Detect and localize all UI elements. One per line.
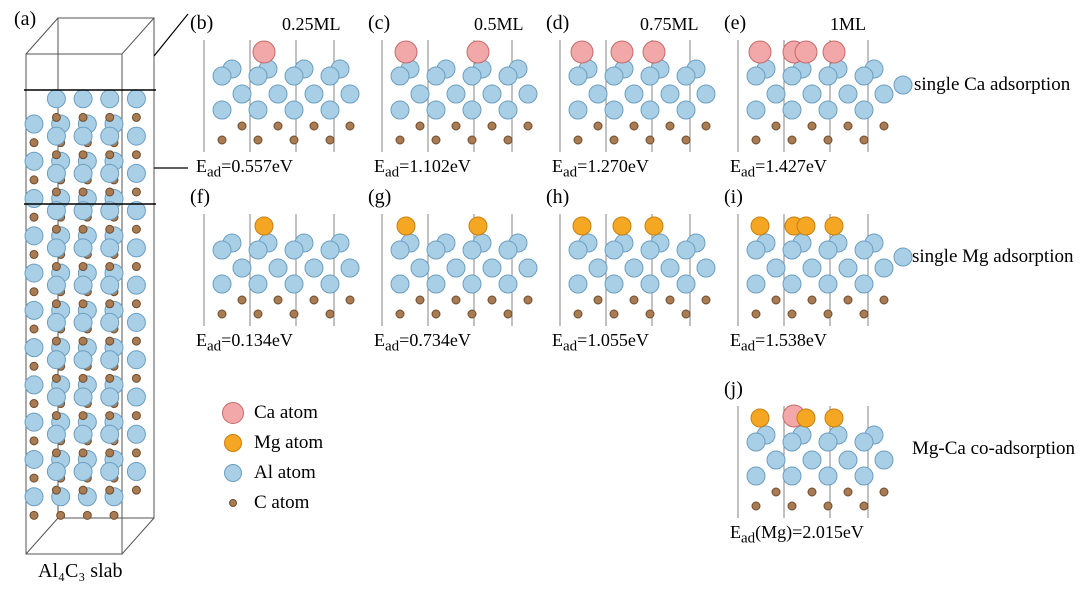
panel-c-svg: [364, 18, 542, 178]
legend-text-c: C atom: [254, 492, 309, 514]
legend-text-ca: Ca atom: [254, 402, 318, 424]
panel-e-ead: Ead=1.427eV: [730, 156, 827, 182]
panel-e-svg: [720, 18, 898, 178]
panel-j-ead: Ead(Mg)=2.015eV: [730, 522, 864, 548]
panel-j-svg: [720, 384, 898, 544]
legend-swatch-al: [220, 464, 246, 482]
panel-i-ead: Ead=1.538eV: [730, 330, 827, 356]
legend-row-al: Al atom: [220, 458, 323, 488]
legend: Ca atom Mg atom Al atom C atom: [220, 398, 323, 518]
panel-h-ead: Ead=1.055eV: [552, 330, 649, 356]
panel-g-svg: [364, 192, 542, 352]
legend-row-mg: Mg atom: [220, 428, 323, 458]
panel-d-svg: [542, 18, 720, 178]
panel-h-svg: [542, 192, 720, 352]
panel-b-svg: [186, 18, 364, 178]
legend-text-al: Al atom: [254, 462, 316, 484]
legend-row-c: C atom: [220, 488, 323, 518]
legend-swatch-c: [220, 499, 246, 507]
panel-c-ead: Ead=1.102eV: [374, 156, 471, 182]
legend-swatch-mg: [220, 434, 246, 452]
legend-text-mg: Mg atom: [254, 432, 323, 454]
legend-row-ca: Ca atom: [220, 398, 323, 428]
panel-f-ead: Ead=0.134eV: [196, 330, 293, 356]
panels-host: (b)Ead=0.557eV(c)Ead=1.102eV(d)Ead=1.270…: [0, 0, 1080, 593]
panel-d-ead: Ead=1.270eV: [552, 156, 649, 182]
legend-swatch-ca: [220, 402, 246, 424]
panel-b-ead: Ead=0.557eV: [196, 156, 293, 182]
panel-i-svg: [720, 192, 898, 352]
panel-g-ead: Ead=0.734eV: [374, 330, 471, 356]
panel-f-svg: [186, 192, 364, 352]
